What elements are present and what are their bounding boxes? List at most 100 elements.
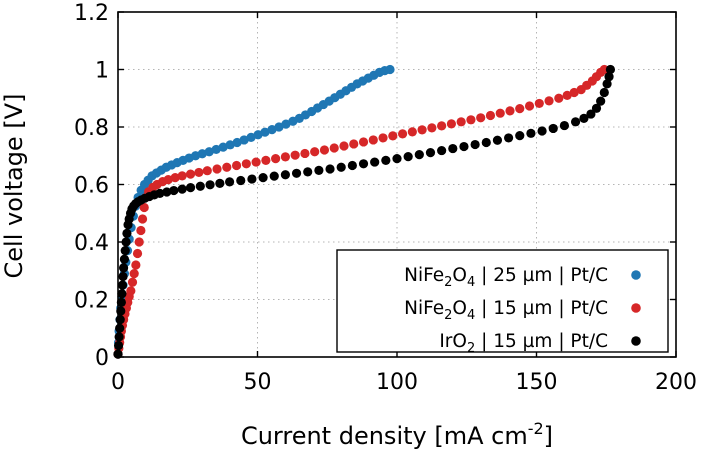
data-point bbox=[446, 119, 457, 129]
data-point bbox=[392, 154, 402, 164]
y-tick-label: 1 bbox=[95, 59, 109, 84]
data-point bbox=[325, 164, 335, 174]
data-point bbox=[225, 140, 235, 150]
data-point bbox=[534, 98, 544, 109]
legend-text-part: O bbox=[452, 298, 467, 319]
legend-box bbox=[336, 249, 669, 353]
data-point bbox=[470, 139, 480, 150]
data-point bbox=[559, 120, 570, 131]
data-point bbox=[414, 150, 424, 160]
data-point bbox=[310, 147, 320, 157]
data-point bbox=[177, 171, 187, 181]
data-point bbox=[368, 135, 378, 145]
data-point bbox=[466, 115, 476, 125]
data-point bbox=[197, 149, 207, 159]
data-point bbox=[347, 160, 357, 171]
x-axis-title: Current density [mA cm-2] bbox=[241, 419, 553, 450]
data-point bbox=[131, 260, 141, 270]
data-point bbox=[122, 228, 132, 238]
data-point bbox=[119, 254, 130, 264]
y-tick-label: 1.2 bbox=[74, 1, 109, 26]
data-point bbox=[211, 144, 221, 155]
y-tick-label: 0.2 bbox=[74, 289, 109, 314]
data-point bbox=[417, 125, 427, 135]
data-point bbox=[599, 87, 609, 98]
data-point bbox=[271, 154, 281, 164]
series-2 bbox=[113, 64, 609, 359]
data-point bbox=[495, 108, 505, 118]
data-point bbox=[370, 157, 380, 167]
data-point bbox=[115, 323, 125, 333]
data-point bbox=[260, 127, 270, 137]
data-point bbox=[403, 152, 413, 162]
data-point bbox=[118, 271, 128, 282]
data-point bbox=[114, 332, 124, 342]
data-point bbox=[437, 145, 447, 156]
legend-text-part: | 15 µm | Pt/C bbox=[475, 298, 608, 319]
data-point bbox=[129, 269, 139, 279]
data-point bbox=[381, 155, 391, 165]
data-point bbox=[136, 225, 146, 236]
data-point bbox=[185, 183, 196, 193]
data-point bbox=[358, 159, 369, 169]
data-layer bbox=[113, 64, 616, 359]
data-point bbox=[537, 126, 547, 136]
data-point bbox=[155, 188, 165, 199]
data-point bbox=[258, 173, 268, 183]
legend-subscript: 4 bbox=[467, 308, 475, 323]
data-point bbox=[177, 184, 187, 194]
data-point bbox=[388, 131, 398, 141]
data-point bbox=[137, 214, 148, 224]
data-point bbox=[204, 147, 214, 157]
data-point bbox=[169, 185, 179, 196]
data-point bbox=[239, 135, 249, 145]
data-point bbox=[476, 113, 486, 123]
y-tick-label: 0.6 bbox=[74, 174, 109, 199]
series-3 bbox=[113, 64, 616, 359]
x-tick-label: 50 bbox=[244, 370, 272, 395]
data-point bbox=[314, 165, 324, 176]
data-point bbox=[591, 103, 602, 113]
legend-marker-1 bbox=[631, 270, 641, 280]
x-tick-label: 0 bbox=[111, 370, 125, 395]
data-point bbox=[205, 180, 215, 190]
data-point bbox=[236, 175, 246, 186]
data-point bbox=[194, 167, 204, 178]
legend-marker-3 bbox=[631, 336, 641, 346]
data-point bbox=[425, 147, 436, 158]
x-tick-label: 200 bbox=[655, 370, 697, 395]
data-point bbox=[290, 150, 300, 160]
legend-label-3: IrO2 | 15 µm | Pt/C bbox=[439, 331, 608, 356]
data-point bbox=[215, 178, 225, 188]
data-point bbox=[524, 101, 535, 111]
data-point bbox=[139, 202, 149, 213]
data-point bbox=[280, 170, 290, 180]
data-point bbox=[427, 123, 437, 133]
data-point bbox=[336, 162, 346, 172]
data-point bbox=[437, 121, 447, 131]
data-point bbox=[378, 133, 388, 143]
data-point bbox=[596, 96, 606, 106]
legend-label-2: NiFe2O4 | 15 µm | Pt/C bbox=[404, 298, 608, 323]
legend-text-part: NiFe bbox=[404, 298, 444, 319]
data-point bbox=[339, 141, 349, 151]
data-point bbox=[121, 237, 131, 247]
data-point bbox=[492, 135, 503, 145]
data-point bbox=[407, 127, 417, 137]
data-point bbox=[222, 162, 232, 172]
data-point bbox=[246, 132, 256, 142]
data-point bbox=[117, 280, 128, 290]
data-point bbox=[269, 171, 279, 181]
data-point bbox=[218, 142, 228, 152]
tick-layer: 0 50 100 150 200 0 0.2 0.4 0.6 0.8 1 1.2 bbox=[74, 1, 697, 395]
data-point bbox=[247, 174, 257, 184]
data-point bbox=[329, 143, 339, 153]
data-point bbox=[267, 124, 277, 135]
data-point bbox=[602, 79, 612, 89]
data-point bbox=[319, 145, 330, 155]
legend-label-1: NiFe2O4 | 25 µm | Pt/C bbox=[404, 265, 608, 290]
legend-subscript: 4 bbox=[467, 275, 475, 290]
data-point bbox=[118, 263, 129, 273]
data-point bbox=[280, 152, 290, 162]
